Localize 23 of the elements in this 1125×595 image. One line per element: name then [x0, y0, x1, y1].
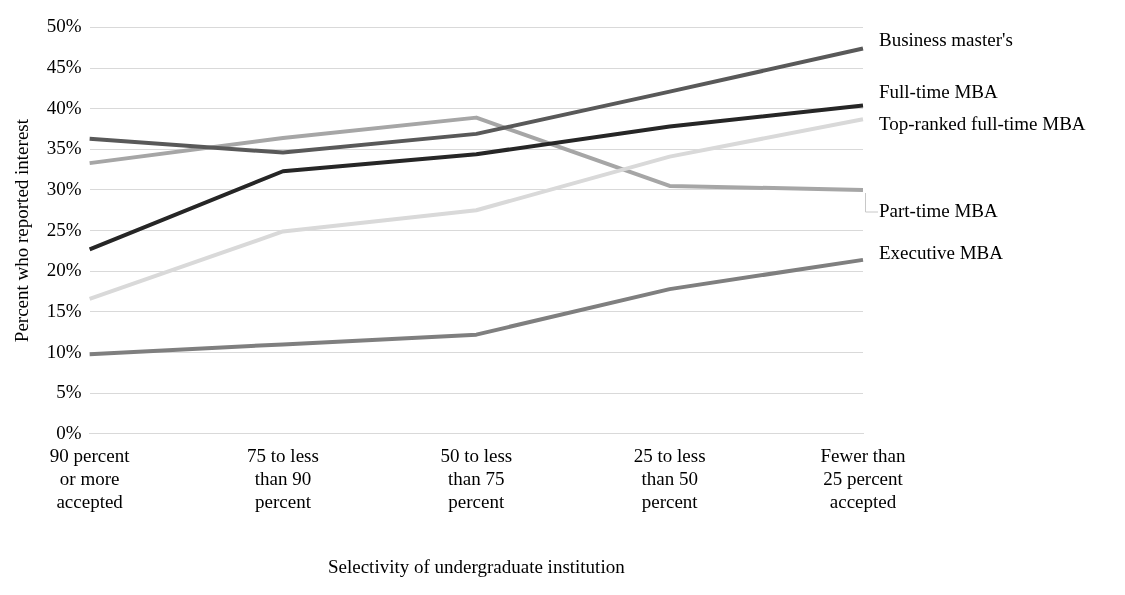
x-tick-label: 50 to less than 75 percent: [440, 445, 513, 512]
y-tick-label: 10%: [46, 340, 82, 362]
x-tick-label: 90 percent or more accepted: [49, 445, 131, 512]
series-label: Part-time MBA: [879, 199, 999, 221]
series-label: Business master's: [879, 28, 1013, 50]
series-label: Top-ranked full-time MBA: [879, 113, 1086, 135]
x-tick-label: 25 to less than 50 percent: [633, 445, 706, 512]
x-axis-title: Selectivity of undergraduate institution: [327, 555, 626, 577]
y-tick-label: 30%: [46, 177, 82, 199]
x-tick-label: Fewer than 25 percent accepted: [820, 445, 906, 512]
y-tick-label: 5%: [56, 381, 82, 403]
x-tick-label: 75 to less than 90 percent: [247, 445, 319, 512]
y-tick-label: 20%: [46, 259, 82, 281]
series-label: Full-time MBA: [879, 81, 999, 103]
y-tick-label: 25%: [46, 218, 82, 240]
y-tick-label: 35%: [46, 137, 82, 159]
y-tick-label: 50%: [46, 15, 82, 37]
y-tick-label: 15%: [46, 299, 82, 321]
y-tick-label: 45%: [46, 56, 82, 78]
series-label: Executive MBA: [879, 241, 1004, 263]
y-tick-label: 40%: [46, 96, 82, 118]
y-tick-label: 0%: [56, 421, 82, 443]
y-axis-title: Percent who reported interest: [11, 118, 33, 343]
